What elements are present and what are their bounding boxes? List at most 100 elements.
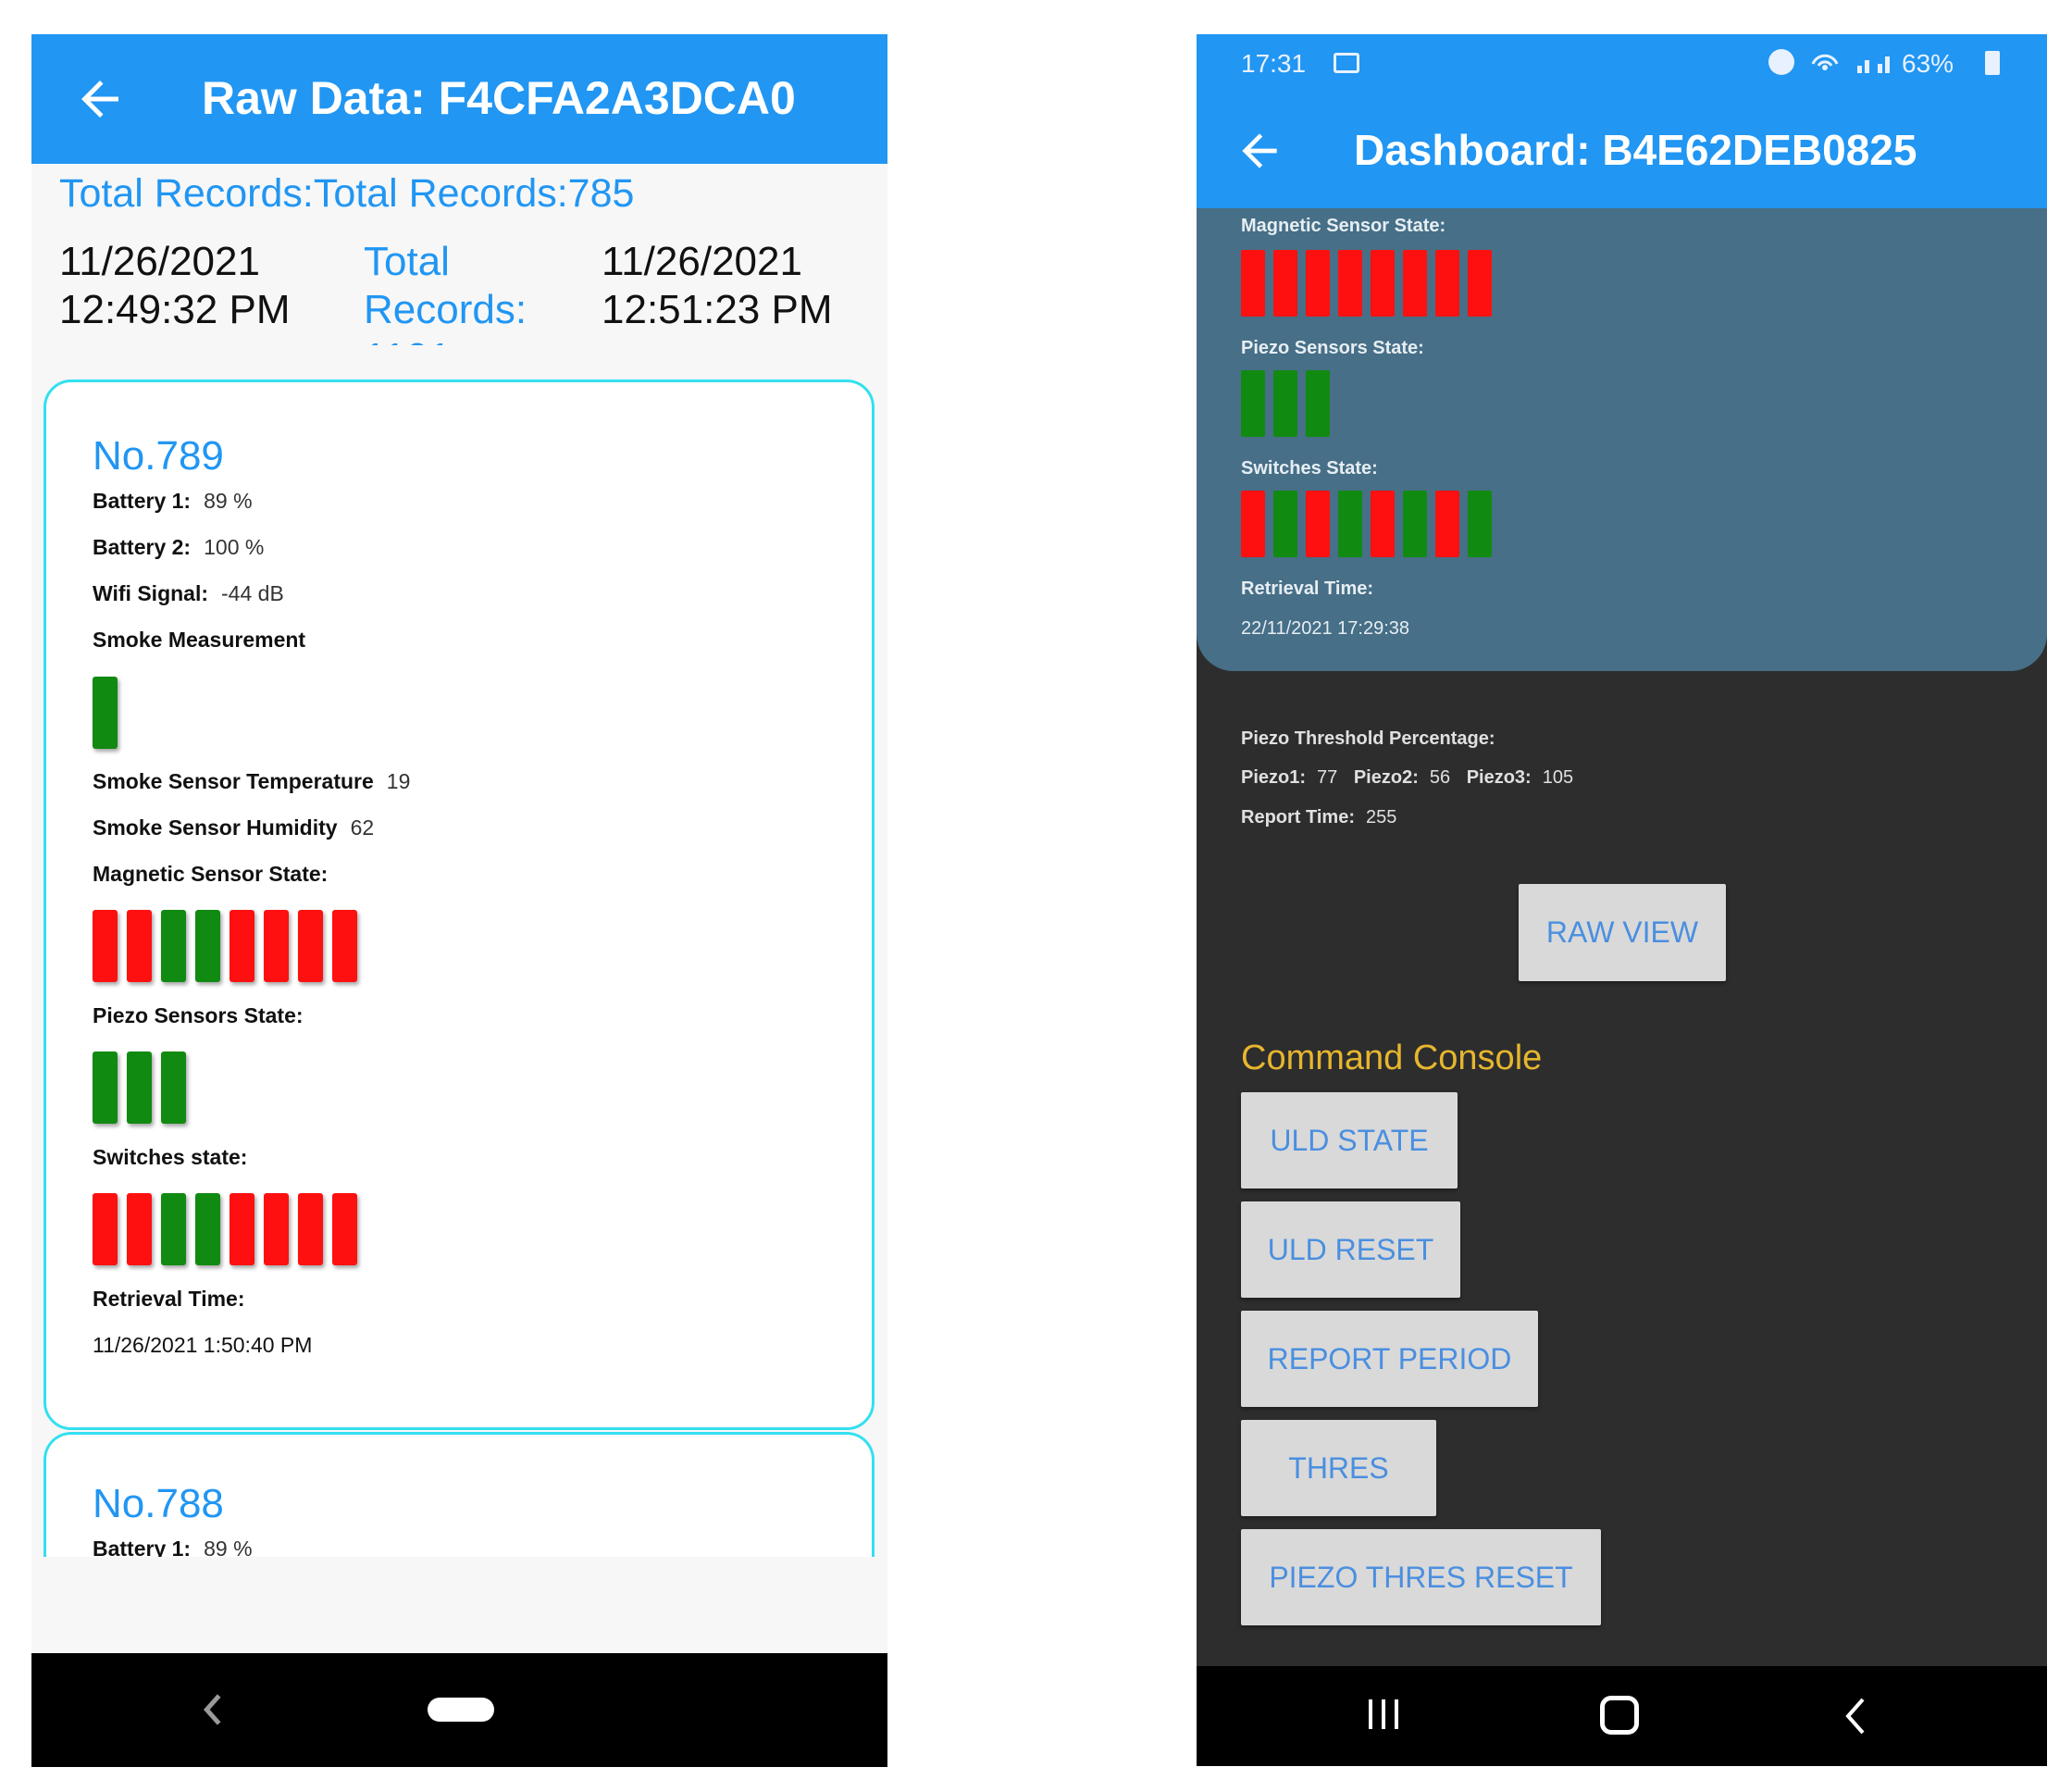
state-indicator-red xyxy=(93,1193,118,1265)
state-indicator-red xyxy=(264,910,289,982)
state-indicator-green xyxy=(1338,491,1362,557)
field-label: Battery 2: xyxy=(93,535,192,559)
field-value: -44 dB xyxy=(221,581,284,605)
record-number: No.789 xyxy=(93,433,224,479)
retrieval-time-label: Retrieval Time: xyxy=(1241,579,1374,599)
field-label: Smoke Sensor Temperature xyxy=(93,769,374,793)
smoke-humidity-field: Smoke Sensor Humidity 62 xyxy=(93,815,374,840)
state-indicator-green xyxy=(93,1052,118,1124)
uld-state-button[interactable]: ULD STATE xyxy=(1241,1092,1458,1188)
switches-bars xyxy=(93,1193,357,1265)
records-count-label-1: Total xyxy=(364,239,450,284)
state-indicator-red xyxy=(332,1193,357,1265)
raw-data-screen: Raw Data: F4CFA2A3DCA0 Total Records:Tot… xyxy=(31,34,887,1767)
records-count: Total Records: 1101 xyxy=(364,238,527,345)
nav-back-icon[interactable] xyxy=(1837,1694,1874,1738)
state-indicator-red xyxy=(93,910,118,982)
state-indicator-red xyxy=(230,1193,254,1265)
field-value: 62 xyxy=(350,815,375,840)
state-indicator-green xyxy=(195,1193,220,1265)
back-arrow-icon[interactable] xyxy=(72,71,128,127)
back-arrow-icon[interactable] xyxy=(1234,125,1285,177)
switches-state-label: Switches State: xyxy=(1241,458,1378,479)
battery-1-field: Battery 1: 89 % xyxy=(93,489,253,514)
field-label: Battery 1: xyxy=(93,489,192,513)
field-value: 89 % xyxy=(204,1537,253,1561)
field-label: Wifi Signal: xyxy=(93,581,209,605)
page-title: Raw Data: F4CFA2A3DCA0 xyxy=(202,72,796,124)
threshold-label: Piezo Threshold Percentage: xyxy=(1241,728,1495,749)
state-indicator-green xyxy=(1273,491,1297,557)
switches-bars xyxy=(1241,491,1492,557)
state-indicator-green xyxy=(93,677,118,749)
end-date: 11/26/2021 xyxy=(602,239,802,284)
app-bar: Dashboard: B4E62DEB0825 xyxy=(1197,93,2047,208)
navigation-bar xyxy=(31,1653,887,1767)
end-datetime[interactable]: 11/26/2021 12:51:23 PM xyxy=(602,238,833,334)
piezo3-label: Piezo3: xyxy=(1466,767,1532,788)
retrieval-time-label: Retrieval Time: xyxy=(93,1287,245,1311)
piezo-bars xyxy=(93,1052,186,1124)
state-indicator-red xyxy=(1306,491,1330,557)
piezo-thresholds: Piezo1: 77 Piezo2: 56 Piezo3: 105 xyxy=(1241,767,1573,789)
piezo-thres-reset-button[interactable]: PIEZO THRES RESET xyxy=(1241,1529,1601,1625)
state-indicator-green xyxy=(127,1052,152,1124)
state-indicator-red xyxy=(298,1193,323,1265)
nav-recents-icon[interactable] xyxy=(1363,1696,1404,1733)
state-indicator-red xyxy=(1468,250,1492,317)
raw-view-button[interactable]: RAW VIEW xyxy=(1519,884,1726,981)
smoke-bars xyxy=(93,677,118,749)
sensor-status-card: Magnetic Sensor State: Piezo Sensors Sta… xyxy=(1197,208,2047,671)
app-bar: Raw Data: F4CFA2A3DCA0 xyxy=(31,34,887,164)
piezo2-value: 56 xyxy=(1429,767,1451,788)
state-indicator-red xyxy=(1371,250,1395,317)
state-indicator-green xyxy=(1273,370,1297,437)
battery-1-field: Battery 1: 89 % xyxy=(93,1537,253,1562)
report-time-field: Report Time: 255 xyxy=(1241,807,1396,828)
field-value: 19 xyxy=(386,769,411,793)
battery-percentage: 63% xyxy=(1902,49,1954,78)
state-indicator-red xyxy=(264,1193,289,1265)
state-indicator-green xyxy=(161,1193,186,1265)
state-indicator-green xyxy=(1403,491,1427,557)
switches-state-label: Switches state: xyxy=(93,1145,248,1169)
start-datetime[interactable]: 11/26/2021 12:49:32 PM xyxy=(59,238,291,334)
piezo2-label: Piezo2: xyxy=(1353,767,1419,788)
report-time-value: 255 xyxy=(1365,807,1397,828)
nav-home-icon[interactable] xyxy=(1600,1696,1639,1735)
state-indicator-red xyxy=(1241,491,1265,557)
battery-icon xyxy=(1985,51,2000,75)
retrieval-time-value: 22/11/2021 17:29:38 xyxy=(1241,618,1410,639)
record-card[interactable]: No.789 Battery 1: 89 % Battery 2: 100 % Wi… xyxy=(43,380,875,1430)
record-number: No.788 xyxy=(93,1481,224,1526)
state-indicator-red xyxy=(1306,250,1330,317)
state-indicator-red xyxy=(1338,250,1362,317)
status-time: 17:31 xyxy=(1241,49,1307,78)
end-time: 12:51:23 PM xyxy=(602,287,833,332)
thres-button[interactable]: THRES xyxy=(1241,1420,1436,1516)
nav-home-pill-icon[interactable] xyxy=(428,1698,494,1722)
state-indicator-red xyxy=(230,910,254,982)
nav-back-icon[interactable] xyxy=(194,1686,231,1733)
page-title: Dashboard: B4E62DEB0825 xyxy=(1354,126,1917,174)
piezo-state-label: Piezo Sensors State: xyxy=(1241,338,1424,358)
uld-reset-button[interactable]: ULD RESET xyxy=(1241,1201,1460,1298)
state-indicator-green xyxy=(195,910,220,982)
status-bar: 17:31 63% xyxy=(1197,34,2047,93)
report-period-button[interactable]: REPORT PERIOD xyxy=(1241,1311,1538,1407)
state-indicator-green xyxy=(1468,491,1492,557)
magnetic-state-label: Magnetic Sensor State: xyxy=(1241,216,1446,236)
smoke-measurement-label: Smoke Measurement xyxy=(93,628,306,652)
wifi-signal-field: Wifi Signal: -44 dB xyxy=(93,581,284,606)
dashboard-screen: 17:31 63% Dashboard: B4E62DEB0825 Magnet… xyxy=(1197,34,2047,1766)
records-count-label-2: Records: xyxy=(364,287,527,332)
state-indicator-green xyxy=(1241,370,1265,437)
alarm-icon xyxy=(1768,49,1794,75)
state-indicator-green xyxy=(161,910,186,982)
start-time: 12:49:32 PM xyxy=(59,287,291,332)
piezo-bars xyxy=(1241,370,1330,437)
magnetic-bars xyxy=(93,910,357,982)
state-indicator-red xyxy=(127,910,152,982)
navigation-bar xyxy=(1197,1666,2047,1766)
state-indicator-green xyxy=(1306,370,1330,437)
